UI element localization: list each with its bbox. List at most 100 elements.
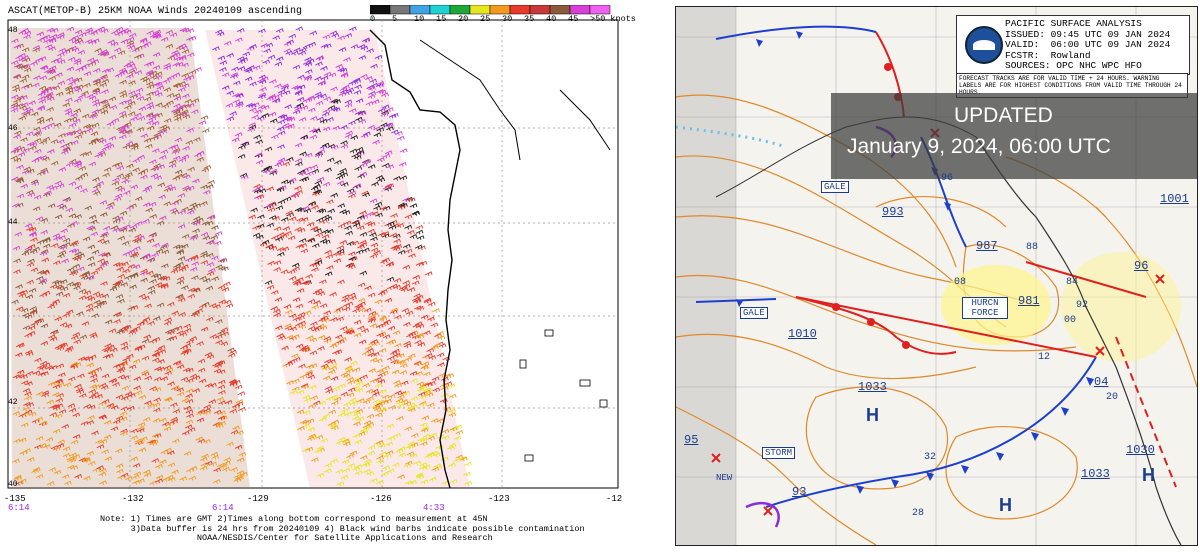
wind-barb	[99, 468, 107, 473]
wind-barb	[344, 133, 353, 139]
wind-barb	[100, 74, 108, 79]
wind-barb	[344, 102, 353, 108]
wind-barb	[10, 107, 19, 113]
wind-barb	[20, 374, 28, 380]
noaa-logo-icon	[965, 26, 1003, 64]
wind-barb	[77, 266, 85, 272]
wind-barb	[144, 62, 152, 67]
wind-barb	[371, 312, 379, 318]
wind-barb	[95, 266, 103, 272]
wind-barb	[337, 67, 345, 73]
wind-barb	[50, 242, 59, 248]
wind-barb	[377, 232, 386, 237]
pressure-label: 88	[1026, 242, 1039, 253]
wind-barb	[71, 35, 80, 41]
wind-barb	[340, 181, 349, 187]
wind-barb	[64, 97, 73, 103]
wind-barb	[311, 457, 319, 463]
wind-barb	[245, 102, 254, 108]
wind-barb	[57, 133, 66, 138]
wind-barb	[143, 472, 152, 478]
wind-barb	[160, 284, 169, 289]
x-tick-12: -12	[606, 494, 623, 504]
wind-barb	[56, 443, 65, 448]
wind-barb	[147, 257, 156, 262]
wind-barb	[334, 159, 342, 165]
wind-barb	[121, 472, 129, 478]
wind-barb	[96, 180, 105, 186]
wind-barb	[45, 437, 54, 442]
wind-barb	[24, 395, 33, 401]
wind-barb	[406, 443, 414, 449]
wind-barb	[33, 194, 42, 200]
wind-barb	[90, 270, 99, 276]
wind-barb	[353, 78, 361, 84]
wind-barb	[40, 340, 49, 346]
wind-barb	[366, 348, 375, 353]
wind-barb	[98, 471, 107, 477]
x-tick-135: -135	[4, 494, 26, 504]
wind-barb	[117, 273, 126, 279]
high-pressure-marker: H	[866, 405, 879, 425]
wind-barb	[142, 416, 151, 422]
wind-barb	[177, 297, 186, 303]
wind-barb	[11, 299, 19, 305]
wind-barb	[130, 145, 139, 151]
wind-barb	[56, 203, 65, 209]
wind-barb	[273, 312, 282, 318]
wind-barb	[219, 415, 228, 421]
wind-barb	[411, 210, 420, 216]
wind-barb	[135, 87, 144, 93]
wind-barb	[18, 292, 27, 298]
wind-barb	[49, 412, 58, 417]
wind-barb	[328, 369, 336, 375]
wind-barb	[68, 407, 77, 413]
wind-barb	[276, 333, 285, 338]
wind-barb	[236, 430, 244, 435]
wind-barb	[298, 320, 306, 326]
wind-barb	[54, 180, 63, 186]
wind-barb	[358, 339, 367, 345]
wind-barb	[221, 85, 230, 91]
wind-barb	[110, 41, 119, 47]
wind-barb	[292, 356, 301, 362]
wind-barb	[75, 84, 84, 90]
wind-barb	[150, 273, 159, 279]
wind-barb	[235, 37, 243, 43]
wind-barb	[124, 121, 132, 127]
wind-barb	[108, 328, 117, 334]
wind-barb	[63, 131, 72, 137]
wind-barb	[377, 378, 386, 384]
wind-barb	[453, 435, 462, 441]
wind-barb	[256, 194, 265, 199]
wind-barb	[367, 292, 376, 298]
wind-barb	[215, 319, 223, 324]
wind-barb	[176, 279, 185, 285]
wind-barb	[295, 303, 304, 309]
wind-barb	[132, 479, 140, 485]
wind-barb	[54, 280, 63, 285]
wind-barb	[176, 293, 184, 299]
wind-barb	[28, 100, 36, 106]
wind-barb	[256, 223, 265, 229]
wind-barb	[339, 239, 348, 245]
wind-barb	[286, 39, 294, 45]
wind-barb	[337, 223, 346, 229]
wind-barb	[134, 70, 143, 75]
wind-barb	[369, 232, 377, 238]
wind-barb	[362, 382, 370, 388]
wind-barb	[370, 63, 378, 69]
wind-barb	[126, 36, 135, 42]
wind-barb	[68, 80, 76, 86]
wind-barb	[210, 451, 219, 457]
wind-barb	[219, 67, 227, 72]
wind-barb	[151, 458, 160, 463]
wind-barb	[66, 345, 74, 351]
wind-barb	[426, 451, 435, 457]
wind-barb	[119, 360, 128, 366]
wind-barb	[42, 136, 51, 142]
map-frame	[7, 19, 619, 489]
wind-barb	[79, 151, 88, 157]
wind-barb	[182, 114, 191, 119]
wind-barb	[373, 250, 381, 256]
